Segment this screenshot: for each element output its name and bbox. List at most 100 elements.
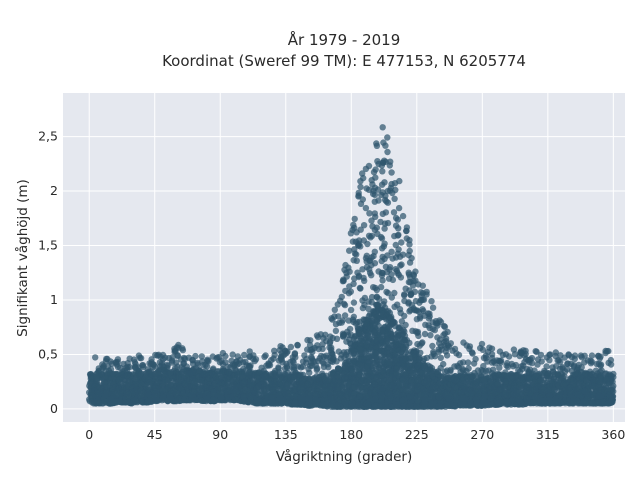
- data-point: [349, 226, 356, 234]
- data-point: [299, 363, 306, 370]
- data-point: [372, 213, 379, 220]
- data-point: [387, 158, 394, 165]
- data-point: [189, 356, 196, 364]
- data-point: [437, 364, 444, 372]
- data-point: [401, 346, 409, 353]
- data-point: [110, 398, 117, 405]
- data-point: [101, 374, 109, 381]
- data-point: [357, 341, 364, 348]
- data-point: [189, 376, 196, 383]
- data-point: [410, 271, 417, 278]
- data-point: [421, 330, 429, 338]
- data-point: [287, 343, 295, 351]
- data-point: [249, 355, 257, 363]
- data-point: [203, 363, 211, 370]
- data-point: [92, 354, 99, 361]
- data-point: [367, 234, 374, 241]
- data-point: [346, 325, 354, 333]
- data-point: [408, 255, 415, 262]
- data-point: [415, 332, 422, 340]
- data-point: [174, 363, 181, 370]
- data-point: [399, 212, 407, 220]
- data-point: [444, 328, 451, 336]
- data-point: [414, 362, 421, 370]
- data-point: [355, 273, 363, 281]
- data-point: [444, 402, 451, 409]
- data-point: [232, 387, 239, 394]
- data-point: [159, 387, 166, 394]
- data-point: [334, 377, 341, 385]
- data-point: [426, 310, 433, 317]
- data-point: [276, 369, 283, 376]
- data-point: [450, 375, 458, 383]
- data-point: [355, 242, 362, 249]
- data-point: [170, 387, 177, 394]
- data-point: [246, 348, 253, 355]
- data-point: [385, 359, 393, 366]
- data-point: [353, 251, 360, 258]
- data-point: [399, 380, 406, 387]
- data-point: [290, 379, 297, 387]
- data-point: [144, 398, 151, 406]
- data-point: [359, 196, 366, 203]
- data-point: [413, 403, 421, 410]
- data-point: [363, 258, 370, 265]
- data-point: [390, 209, 398, 216]
- data-point: [174, 352, 181, 360]
- data-point: [333, 335, 341, 342]
- data-point: [103, 355, 110, 363]
- data-point: [219, 349, 227, 357]
- data-point: [444, 342, 452, 349]
- data-point: [378, 391, 385, 398]
- data-point: [431, 376, 438, 383]
- data-point: [394, 301, 401, 308]
- data-point: [414, 377, 422, 384]
- data-point: [96, 400, 103, 407]
- data-point: [385, 366, 392, 373]
- data-point: [414, 398, 421, 405]
- data-point: [304, 395, 311, 402]
- data-point: [365, 162, 373, 170]
- data-point: [262, 352, 269, 359]
- data-point: [382, 192, 389, 199]
- data-point: [381, 298, 388, 305]
- data-point: [371, 403, 378, 410]
- data-point: [356, 371, 363, 379]
- data-point: [465, 365, 472, 372]
- data-point: [290, 366, 297, 373]
- data-point: [378, 336, 385, 343]
- data-point: [386, 390, 393, 397]
- data-point: [180, 396, 188, 404]
- data-point: [372, 166, 379, 173]
- data-point: [423, 291, 430, 298]
- data-point: [395, 204, 403, 212]
- data-point: [115, 376, 123, 383]
- data-point: [395, 271, 402, 278]
- data-point: [123, 372, 131, 379]
- data-point: [294, 341, 301, 349]
- data-point: [138, 380, 145, 388]
- data-point: [398, 261, 405, 268]
- data-point: [246, 368, 253, 376]
- data-point: [388, 248, 395, 255]
- data-point: [164, 364, 171, 372]
- data-point: [453, 350, 460, 357]
- data-point: [166, 369, 174, 377]
- data-point: [379, 385, 387, 392]
- data-point: [350, 299, 358, 306]
- data-point: [436, 340, 443, 347]
- data-point: [167, 395, 174, 402]
- data-point: [265, 361, 273, 368]
- data-point: [161, 371, 168, 378]
- data-point: [204, 395, 211, 402]
- data-point: [400, 330, 407, 338]
- data-point: [124, 365, 131, 373]
- data-point: [378, 235, 386, 242]
- data-point: [132, 375, 139, 383]
- data-point: [347, 288, 354, 295]
- data-point: [341, 354, 348, 361]
- data-point: [312, 362, 319, 369]
- data-point: [401, 312, 408, 320]
- data-point: [132, 397, 139, 404]
- data-point: [240, 393, 247, 400]
